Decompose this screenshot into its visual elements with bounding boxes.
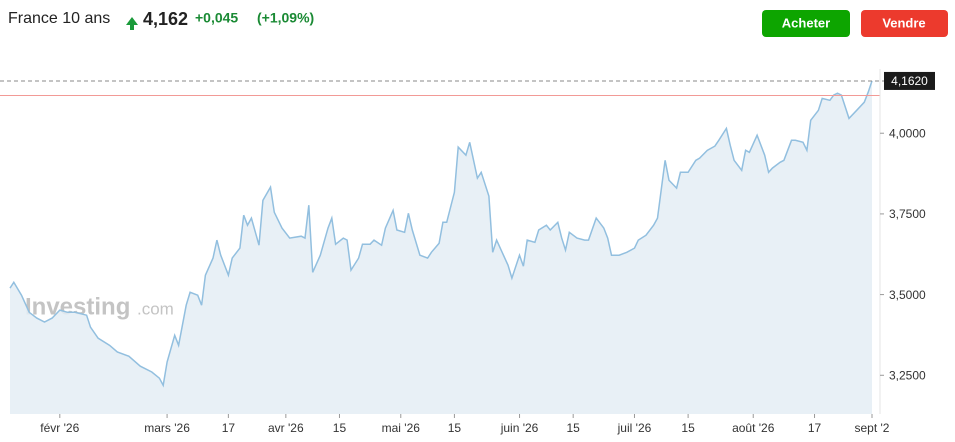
x-tick-label: août '26 (732, 421, 775, 435)
price: 4,162 (143, 9, 188, 29)
buy-button[interactable]: Acheter (762, 10, 850, 37)
watermark-suffix: .com (137, 299, 174, 318)
x-tick-label: mars '26 (144, 421, 190, 435)
y-tick-label: 4,0000 (889, 126, 926, 140)
y-tick-label: 3,2500 (889, 368, 926, 382)
x-tick-label: avr '26 (268, 421, 304, 435)
x-tick-label: sept '2 (855, 421, 890, 435)
x-tick-label: févr '26 (40, 421, 79, 435)
instrument-title: France 10 ans (8, 10, 110, 27)
up-arrow (126, 17, 138, 30)
x-tick-label: 15 (681, 421, 695, 435)
buy-button-bg[interactable] (762, 10, 850, 37)
x-tick-label: 17 (222, 421, 236, 435)
x-tick-label: juin '26 (500, 421, 539, 435)
y-tick-label: 3,7500 (889, 207, 926, 221)
y-tick-label: 3,5000 (889, 288, 926, 302)
x-tick-label: 15 (566, 421, 580, 435)
change-percent: (+1,09%) (257, 10, 314, 26)
buy-label[interactable]: Acheter (782, 15, 830, 30)
sell-label[interactable]: Vendre (882, 15, 925, 30)
sell-button[interactable]: Vendre (861, 10, 948, 37)
area-fill (10, 80, 872, 415)
sell-button-bg[interactable] (861, 10, 948, 37)
x-tick-label: juil '26 (617, 421, 652, 435)
last-price-box (884, 71, 935, 90)
x-tick-label: 17 (808, 421, 822, 435)
x-tick-label: 15 (333, 421, 347, 435)
last-price-label: 4,1620 (891, 74, 928, 88)
x-tick-label: 15 (448, 421, 462, 435)
change: +0,045 (195, 10, 238, 26)
x-tick-label: mai '26 (382, 421, 421, 435)
price-line (9, 80, 873, 388)
